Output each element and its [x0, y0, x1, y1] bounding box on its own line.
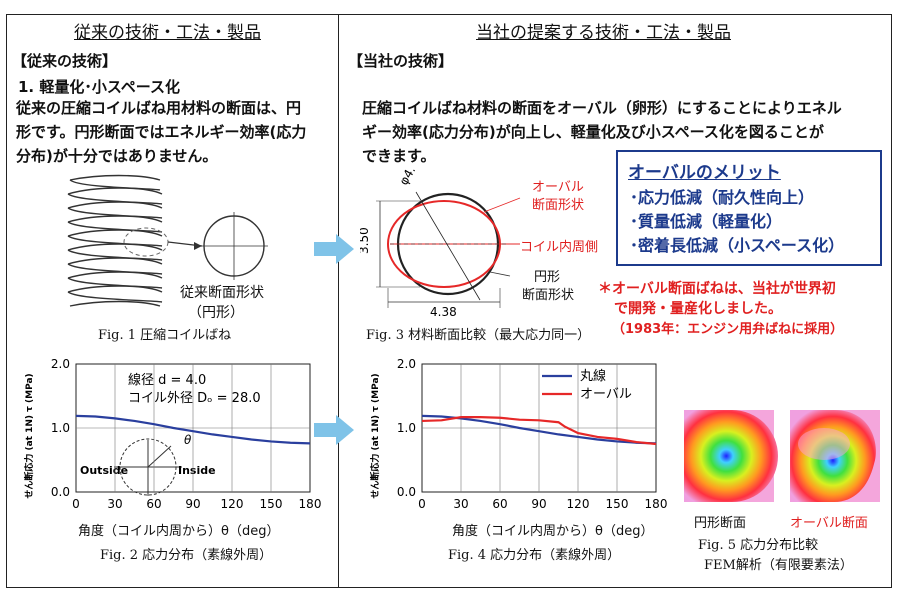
fig2-theta-label: θ [184, 433, 192, 447]
fig2-coil-inset-diagram [114, 438, 182, 496]
fig4-y-tick-label: 1.0 [397, 421, 416, 435]
note-line-2: で開発・量産化しました。 [614, 301, 782, 317]
fig4-y-tick-label: 2.0 [397, 357, 416, 371]
fig2-outside-label: Outside [80, 464, 128, 477]
note-line-1: ＊オーバル断面ばねは、当社が世界初 [598, 281, 836, 297]
transition-arrow-lower [314, 415, 354, 445]
merit-item-3: ･密着長低減（小スペース化） [630, 236, 845, 255]
fig5-oval-label: オーバル断面 [790, 516, 868, 531]
right-body-line-3: できます。 [362, 147, 436, 165]
fig4-legend-label-1: 丸線 [580, 368, 606, 384]
fig2-annotation-outer-diameter: コイル外径 Dₒ = 28.0 [128, 391, 261, 406]
left-body-line-3: 分布)が十分ではありません。 [16, 147, 218, 165]
fig4-x-tick-label: 150 [606, 497, 629, 511]
merit-item-2: ･質量低減（軽量化） [630, 212, 783, 231]
fig2-x-tick-label: 180 [299, 497, 322, 511]
fem-circle-section [684, 410, 778, 502]
fig2-annotation-wire-diameter: 線径 d = 4.0 [128, 372, 206, 388]
fig2-y-tick-label: 2.0 [51, 357, 70, 371]
fig3-diameter-label: φ4.0 [396, 168, 422, 188]
right-body-line-2: ギー効率(応力分布)が向上し、軽量化及び小スペース化を図ることが [362, 123, 824, 141]
fig3-caption: Fig. 3 材料断面比較（最大応力同一） [366, 328, 591, 343]
fig3-cross-section-diagram: φ4.0 3.50 4.38 [360, 168, 521, 318]
fig5-fem-images [684, 410, 880, 502]
fig5-circle-label: 円形断面 [694, 516, 747, 531]
right-section-title: 【当社の技術】 [348, 52, 454, 70]
left-body-line-2: 形です。円形断面ではエネルギー効率(応力 [16, 123, 307, 141]
fig4-series-line-2 [421, 416, 657, 446]
fig3-width-label: 4.38 [430, 305, 457, 318]
fig2-plot: 0 30 60 90 120 150 180 0.0 1.0 2.0 [51, 357, 322, 511]
fig2-y-axis-label: せん断応力 (at 1N) τ (MPa) [23, 373, 35, 498]
fig2-caption: Fig. 2 応力分布（素線外周） [100, 548, 273, 563]
fig3-height-label: 3.50 [360, 227, 371, 254]
fig2-x-tick-label: 30 [107, 497, 122, 511]
right-header: 当社の提案する技術・工法・製品 [476, 23, 731, 43]
fig4-x-tick-label: 120 [567, 497, 590, 511]
fig3-inner-side-label: コイル内周側 [520, 240, 599, 255]
compression-spring-diagram [67, 174, 268, 307]
fig3-oval-label-2: 断面形状 [532, 198, 585, 213]
oval-merit-box: オーバルのメリット ･応力低減（耐久性向上） ･質量低減（軽量化） ･密着長低減… [616, 150, 882, 266]
fig2-series-line-1 [75, 414, 311, 445]
panel-divider [338, 14, 339, 588]
fig1-shape-sublabel: （円形） [188, 305, 244, 321]
fig5-caption-2: FEM解析（有限要素法） [704, 558, 853, 573]
fem-oval-section [790, 410, 880, 502]
note-line-3: （1983年：エンジン用弁ばねに採用） [612, 322, 844, 337]
fig2-inside-label: Inside [178, 464, 216, 477]
left-body-line-1: 従来の圧縮コイルばね用材料の断面は、円 [16, 99, 302, 117]
merit-title: オーバルのメリット [628, 163, 781, 183]
fig4-stress-chart: せん断応力 (at 1N) τ (MPa) 0 30 60 90 120 150 180 0.… [369, 357, 668, 511]
fig2-x-tick-label: 60 [146, 497, 161, 511]
left-header: 従来の技術・工法・製品 [74, 23, 261, 43]
fig4-y-tick-label: 0.0 [397, 485, 416, 499]
fig5-caption-1: Fig. 5 応力分布比較 [698, 538, 819, 553]
fig3-oval-label-1: オーバル [532, 180, 584, 195]
fig2-x-tick-label: 150 [260, 497, 283, 511]
fig2-x-tick-label: 0 [72, 497, 80, 511]
fig2-x-tick-label: 90 [185, 497, 200, 511]
fig2-y-tick-label: 1.0 [51, 421, 70, 435]
fig3-circle-label-1: 円形 [534, 270, 561, 285]
fig4-caption: Fig. 4 応力分布（素線外周） [448, 548, 621, 563]
fig1-caption: Fig. 1 圧縮コイルばね [98, 328, 232, 343]
merit-item-1: ･応力低減（耐久性向上） [630, 188, 815, 207]
fig3-circle-label-2: 断面形状 [522, 288, 575, 303]
fig2-x-tick-label: 120 [221, 497, 244, 511]
fig4-x-axis-label: 角度（コイル内周から）θ（deg） [452, 524, 654, 539]
fig2-x-axis-label: 角度（コイル内周から）θ（deg） [78, 524, 280, 539]
left-section-title: 【従来の技術】 [12, 52, 118, 70]
fig4-y-axis-label: せん断応力 (at 1N) τ (MPa) [369, 373, 381, 498]
fig4-legend-label-2: オーバル [580, 387, 632, 402]
fig4-x-tick-label: 90 [531, 497, 546, 511]
fig4-x-tick-label: 60 [492, 497, 507, 511]
right-body-line-1: 圧縮コイルばね材料の断面をオーバル（卵形）にすることによりエネル [362, 99, 842, 117]
fig2-stress-chart: せん断応力 (at 1N) τ (MPa) 線径 d = 4.0 コイル外径 D… [23, 357, 322, 511]
fig4-series-line-1 [421, 414, 657, 445]
panel-frame [6, 14, 892, 588]
left-item-title: 1. 軽量化･小スペース化 [18, 78, 181, 96]
fig4-x-tick-label: 180 [645, 497, 668, 511]
fig2-y-tick-label: 0.0 [51, 485, 70, 499]
fig1-shape-label: 従来断面形状 [180, 285, 264, 301]
fig4-x-tick-label: 0 [418, 497, 426, 511]
transition-arrow-upper [314, 234, 354, 264]
fig4-x-tick-label: 30 [453, 497, 468, 511]
